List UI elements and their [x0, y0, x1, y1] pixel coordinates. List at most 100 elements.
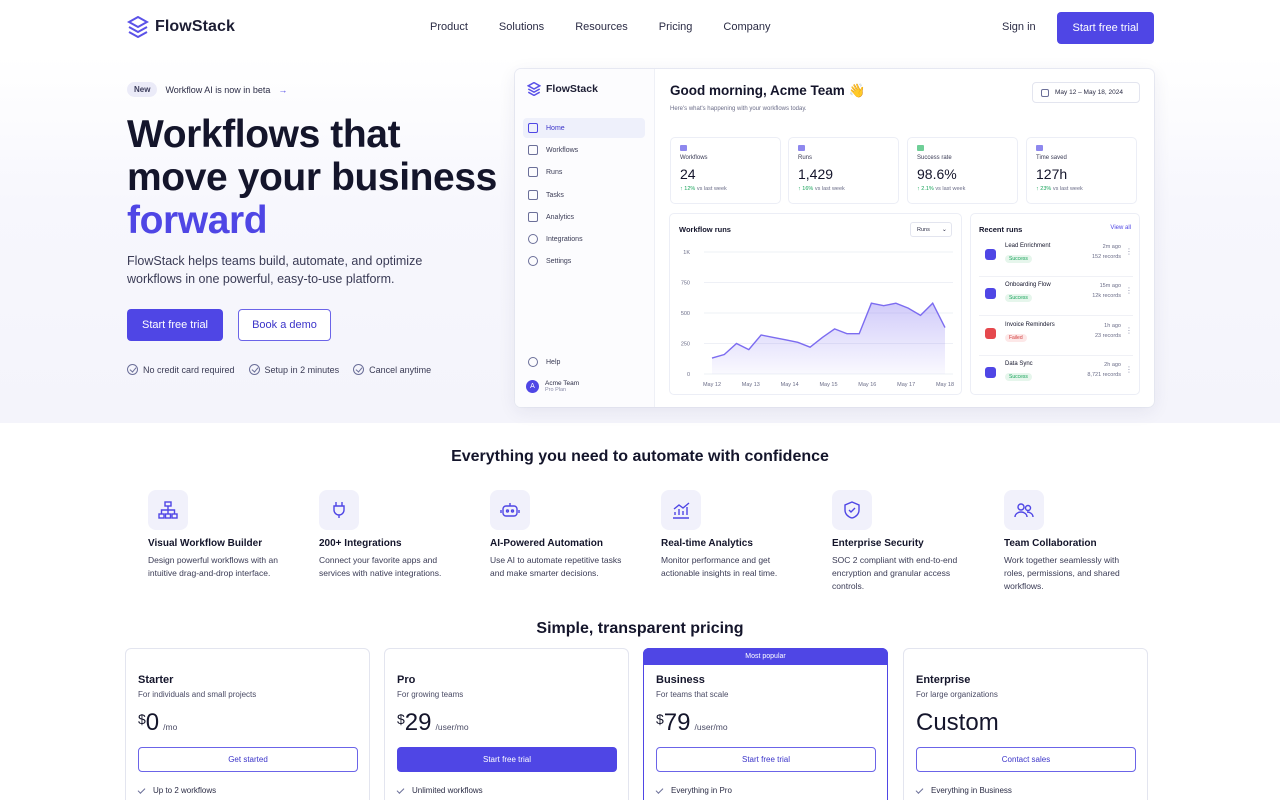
home-icon — [528, 123, 538, 133]
clock-icon — [1036, 145, 1043, 151]
workflow-icon — [680, 145, 687, 151]
y-tick-label: 750 — [681, 281, 690, 287]
dashboard-sidebar: FlowStack Home Workflows Runs Tasks Anal… — [515, 69, 655, 407]
sidebar-item-label: Help — [546, 358, 561, 366]
run-records: 8,721 records — [1087, 372, 1121, 378]
more-vertical-icon[interactable]: ⋮ — [1125, 247, 1133, 256]
plan-feature: Everything in Pro — [655, 785, 732, 795]
pro-start-trial-button[interactable]: Start free trial — [397, 747, 617, 772]
sidebar-item-home[interactable]: Home — [523, 118, 645, 138]
sidebar-item-runs[interactable]: Runs — [523, 162, 645, 182]
plan-desc: For growing teams — [397, 690, 464, 699]
sidebar-item-integrations[interactable]: Integrations — [523, 229, 645, 249]
run-row[interactable]: Lead Enrichment Success 2m ago 152 recor… — [979, 239, 1133, 277]
contact-sales-button[interactable]: Contact sales — [916, 747, 1136, 772]
stat-card-workflows: Workflows 24 ↑ 12% vs last week — [670, 137, 781, 204]
flowstack-logo-icon — [127, 16, 149, 38]
x-tick-label: May 13 — [742, 382, 760, 388]
hero-title-accent: forward — [127, 199, 268, 242]
feature-desc: Connect your favorite apps and services … — [319, 555, 442, 578]
nav-start-trial-button[interactable]: Start free trial — [1057, 12, 1154, 44]
check-icon — [396, 785, 405, 794]
plan-desc: For teams that scale — [656, 690, 729, 699]
get-started-button[interactable]: Get started — [138, 747, 358, 772]
dashboard-brand-name: FlowStack — [546, 83, 598, 95]
stat-label: Runs — [798, 155, 813, 161]
most-popular-badge: Most popular — [643, 648, 888, 665]
nav-link-product[interactable]: Product — [430, 21, 468, 33]
feature-analytics: Real-time Analytics Monitor performance … — [661, 490, 801, 580]
run-records: 12k records — [1092, 293, 1121, 299]
plan-price-custom: Custom — [916, 709, 999, 736]
chevron-down-icon: ⌄ — [941, 227, 947, 233]
run-records: 23 records — [1095, 333, 1121, 339]
analytics-icon — [528, 212, 538, 222]
sign-in-link[interactable]: Sign in — [1002, 21, 1036, 33]
hero-start-trial-button[interactable]: Start free trial — [127, 309, 223, 341]
check-icon — [137, 785, 146, 794]
calendar-icon — [1041, 88, 1049, 97]
x-tick-label: May 17 — [897, 382, 915, 388]
plan-card-enterprise: Enterprise For large organizations Custo… — [903, 648, 1148, 800]
x-tick-label: May 18 — [936, 382, 954, 388]
features-title: Everything you need to automate with con… — [451, 448, 829, 465]
sidebar-item-settings[interactable]: Settings — [523, 251, 645, 271]
feature-desc: SOC 2 compliant with end-to-end encrypti… — [832, 555, 958, 591]
sidebar-item-workflows[interactable]: Workflows — [523, 140, 645, 160]
hero-subtitle: FlowStack helps teams build, automate, a… — [127, 254, 423, 286]
pricing-title: Simple, transparent pricing — [536, 620, 744, 637]
feature-integrations: 200+ Integrations Connect your favorite … — [319, 490, 459, 580]
more-vertical-icon[interactable]: ⋮ — [1125, 326, 1133, 335]
status-badge: Success — [1005, 255, 1032, 263]
beta-badge[interactable]: New Workflow AI is now in beta → — [127, 82, 287, 97]
hero-title: Workflows that move your business forwar… — [127, 113, 507, 242]
plan-desc: For individuals and small projects — [138, 690, 257, 699]
nav-link-resources[interactable]: Resources — [575, 21, 628, 33]
dashboard-brand: FlowStack — [527, 82, 598, 96]
feature-security: Enterprise Security SOC 2 compliant with… — [832, 490, 972, 593]
business-start-trial-button[interactable]: Start free trial — [656, 747, 876, 772]
dashboard-preview: FlowStack Home Workflows Runs Tasks Anal… — [515, 69, 1154, 407]
nav-link-pricing[interactable]: Pricing — [658, 21, 693, 33]
more-vertical-icon[interactable]: ⋮ — [1125, 286, 1133, 295]
plan-name: Enterprise — [916, 674, 971, 686]
nav-link-company[interactable]: Company — [723, 21, 771, 33]
top-nav: FlowStack Product Solutions Resources Pr… — [0, 0, 1280, 56]
check-circle-icon — [127, 364, 138, 375]
sidebar-item-label: Workflows — [546, 146, 579, 154]
view-all-link[interactable]: View all — [1110, 225, 1131, 231]
sidebar-item-tasks[interactable]: Tasks — [523, 185, 645, 205]
check-setup: Setup in 2 minutes — [248, 364, 339, 375]
y-tick-label: 1K — [683, 250, 690, 256]
feature-title: 200+ Integrations — [319, 538, 402, 549]
brand-logo[interactable]: FlowStack — [127, 16, 235, 38]
more-vertical-icon[interactable]: ⋮ — [1125, 365, 1133, 374]
run-row[interactable]: Data Sync Success 2h ago 8,721 records ⋮ — [979, 357, 1133, 395]
tasks-icon — [528, 190, 538, 200]
recent-runs-card: Recent runs View all Lead Enrichment Suc… — [970, 213, 1140, 395]
sidebar-item-label: Tasks — [546, 191, 564, 199]
feature-desc: Use AI to automate repetitive tasks and … — [490, 555, 622, 578]
check-icon — [915, 785, 924, 794]
badge-new-tag: New — [127, 82, 158, 97]
check-circle-icon — [248, 364, 260, 375]
feature-desc: Design powerful workflows with an intuit… — [148, 555, 278, 578]
chart-metric-select[interactable]: Runs ⌄ — [910, 222, 952, 237]
book-demo-button[interactable]: Book a demo — [238, 309, 331, 341]
user-profile[interactable]: A Acme Team Pro Plan — [526, 380, 579, 393]
nav-links: Product Solutions Resources Pricing Comp… — [430, 21, 801, 33]
sidebar-item-help[interactable]: Help — [523, 352, 645, 372]
plan-card-business: Most popular Business For teams that sca… — [643, 648, 888, 800]
y-tick-label: 500 — [681, 311, 690, 317]
run-name: Data Sync — [1005, 361, 1033, 367]
brand-name: FlowStack — [155, 18, 236, 35]
sidebar-item-label: Integrations — [546, 235, 583, 243]
sidebar-item-analytics[interactable]: Analytics — [523, 207, 645, 227]
date-range-picker[interactable]: May 12 – May 18, 2024 — [1032, 82, 1140, 103]
run-row[interactable]: Invoice Reminders Failed 1h ago 23 recor… — [979, 318, 1133, 356]
user-plan: Pro Plan — [545, 387, 567, 393]
stat-delta: ↑ 12% vs last week — [680, 186, 727, 192]
run-row[interactable]: Onboarding Flow Success 15m ago 12k reco… — [979, 278, 1133, 316]
nav-link-solutions[interactable]: Solutions — [498, 21, 545, 33]
plan-card-starter: Starter For individuals and small projec… — [125, 648, 370, 800]
